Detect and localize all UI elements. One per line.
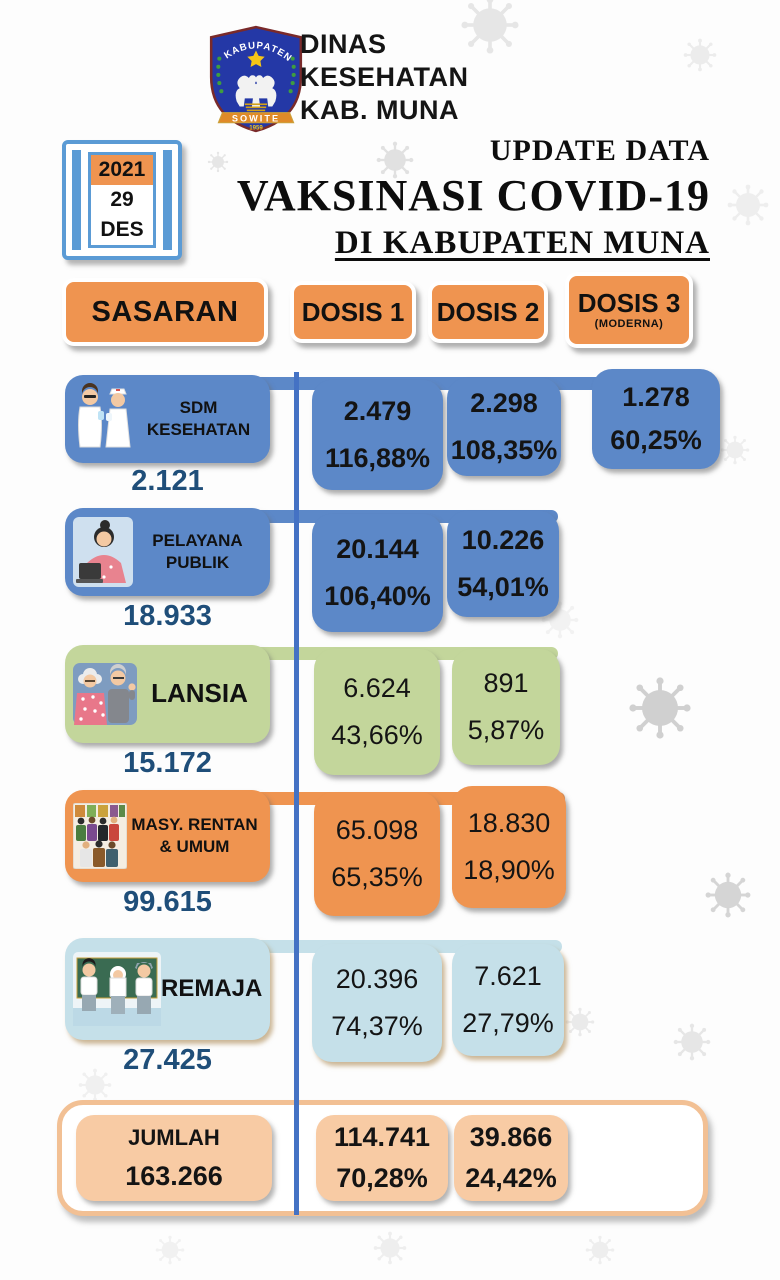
date-badge-stripe-left [72, 150, 81, 250]
dosis-1-cell: 2.479 116,88% [312, 380, 443, 490]
dose-count: 2.479 [343, 396, 412, 426]
logo-banner-text: SOWITE [232, 113, 280, 123]
column-header-dosis-3: DOSIS 3 (MODERNA) [565, 272, 693, 348]
target-value: 15.172 [123, 747, 212, 779]
row-label: SDM KESEHATAN [146, 397, 251, 439]
dosis-1-cell: 20.144 106,40% [312, 514, 443, 632]
org-name: DINAS KESEHATAN KAB. MUNA [300, 29, 469, 125]
dosis-2-cell: 2.298 108,35% [447, 378, 561, 476]
row-label-box: SDM KESEHATAN [65, 375, 270, 463]
total-dosis-2-cell: 39.866 24,42% [454, 1115, 568, 1201]
dose-percent: 116,88% [324, 443, 431, 473]
column-header-label: DOSIS 3 [577, 288, 681, 318]
logo-year: 1959 [249, 124, 263, 131]
dosis-1-cell: 20.396 74,37% [312, 944, 442, 1062]
public-service-worker-icon [73, 517, 133, 587]
row-label: LANSIA [151, 678, 248, 709]
row-label: PELAYANA PUBLIK [152, 530, 243, 572]
dose-percent: 54,01% [457, 572, 549, 602]
logo-laurel [216, 56, 296, 94]
row-label-box: PELAYANA PUBLIK [65, 508, 270, 596]
logo-banner [217, 112, 295, 124]
column-header-dosis-1: DOSIS 1 [290, 281, 416, 343]
dose-count: 20.144 [336, 534, 419, 564]
target-value: 99.615 [123, 886, 212, 918]
dose-percent: 27,79% [462, 1008, 554, 1038]
elderly-couple-icon [73, 663, 137, 725]
logo-star [247, 50, 265, 67]
dose-count: 39.866 [469, 1122, 553, 1152]
dose-count: 20.396 [335, 964, 419, 994]
dose-percent: 60,25% [610, 425, 702, 455]
total-row-container: JUMLAH 163.266 114.741 70,28% 39.866 24,… [57, 1100, 708, 1216]
dose-count: 65.098 [335, 815, 419, 845]
dosis-2-cell: 7.621 27,79% [452, 944, 564, 1056]
dose-percent: 43,66% [331, 720, 423, 750]
dosis-2-cell: 10.226 54,01% [447, 511, 559, 617]
dose-count: 891 [483, 668, 529, 698]
column-header-sublabel: (MODERNA) [594, 318, 664, 330]
dose-count: 1.278 [622, 382, 690, 412]
column-header-label: DOSIS 1 [301, 296, 405, 327]
column-header-label: DOSIS 2 [436, 296, 540, 327]
total-label-box: JUMLAH 163.266 [76, 1115, 272, 1201]
dose-percent: 74,37% [331, 1011, 423, 1041]
column-header-sasaran: SASARAN [62, 278, 268, 346]
kabupaten-muna-logo: KABUPATEN MUNA SOWITE 1959 [204, 24, 303, 133]
dose-percent: 108,35% [450, 435, 558, 465]
target-value: 2.121 [131, 465, 204, 497]
dosis-3-cell: 1.278 60,25% [592, 369, 720, 469]
dose-percent: 5,87% [467, 715, 545, 745]
dose-count: 6.624 [343, 673, 411, 703]
row-label-box: LANSIA [65, 645, 270, 743]
dose-percent: 70,28% [336, 1163, 428, 1193]
dose-percent: 65,35% [331, 862, 423, 892]
doctor-and-nurse-icon [78, 383, 131, 448]
crowd-icon [73, 803, 127, 869]
dosis-2-cell: 891 5,87% [452, 649, 560, 765]
dose-percent: 18,90% [463, 855, 555, 885]
date-badge: 2021 29 DES [62, 140, 182, 260]
column-divider-line [294, 372, 299, 1215]
total-label: JUMLAH [128, 1124, 220, 1150]
dosis-1-cell: 65.098 65,35% [314, 792, 440, 916]
dose-percent: 24,42% [465, 1163, 557, 1193]
dosis-2-cell: 18.830 18,90% [452, 786, 566, 908]
title-main: VAKSINASI COVID-19 [236, 171, 710, 220]
date-badge-stripe-right [163, 150, 172, 250]
dose-count: 10.226 [461, 525, 545, 555]
title-update-data: UPDATE DATA [489, 134, 710, 167]
total-dosis-1-cell: 114.741 70,28% [316, 1115, 448, 1201]
dose-count: 18.830 [467, 808, 551, 838]
column-header-label: SASARAN [91, 295, 239, 328]
target-value: 18.933 [123, 600, 212, 632]
date-month: DES [100, 218, 144, 241]
date-badge-inner: 2021 29 DES [88, 152, 156, 248]
column-header-dosis-2: DOSIS 2 [428, 281, 548, 343]
students-icon [73, 952, 161, 1026]
row-label: MASY. RENTAN & UMUM [131, 814, 258, 856]
dose-count: 7.621 [474, 961, 542, 991]
page-title: UPDATE DATA VAKSINASI COVID-19 DI KABUPA… [237, 134, 710, 262]
dosis-1-cell: 6.624 43,66% [314, 649, 440, 775]
date-day: 29 [110, 188, 134, 211]
row-label: REMAJA [161, 975, 263, 1003]
row-label-box: REMAJA [65, 938, 270, 1040]
target-value: 27.425 [123, 1044, 212, 1076]
dose-count: 2.298 [470, 388, 538, 418]
row-label-box: MASY. RENTAN & UMUM [65, 790, 270, 882]
date-year: 2021 [91, 155, 153, 185]
dose-count: 114.741 [333, 1122, 431, 1152]
title-location: DI KABUPATEN MUNA [334, 225, 710, 261]
total-target: 163.266 [125, 1160, 223, 1191]
dose-percent: 106,40% [324, 581, 431, 611]
logo-horses [235, 75, 277, 112]
